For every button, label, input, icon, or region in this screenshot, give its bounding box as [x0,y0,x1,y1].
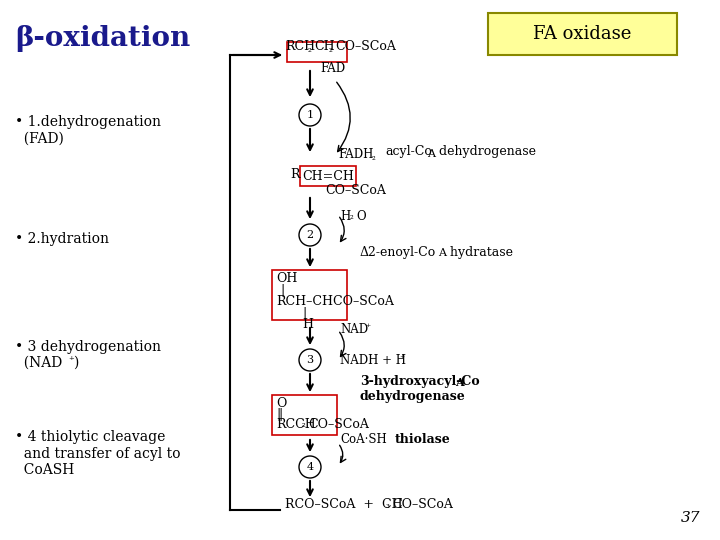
Text: (FAD): (FAD) [15,132,64,146]
Text: CO–SCoA: CO–SCoA [335,40,396,53]
Text: A: A [438,248,446,258]
Text: O: O [276,397,287,410]
Text: A: A [427,149,435,159]
Text: CH: CH [314,40,335,53]
Text: RCO–SCoA  +  CH: RCO–SCoA + CH [285,497,402,510]
Text: Δ2-enoyl-Co: Δ2-enoyl-Co [360,246,436,259]
Text: NADH + H: NADH + H [340,354,406,367]
Text: 3-hydroxyacyl-Co: 3-hydroxyacyl-Co [360,375,480,388]
Text: O: O [356,210,366,223]
Text: CO–SCoA: CO–SCoA [308,418,369,431]
Text: • 1.dehydrogenation: • 1.dehydrogenation [15,115,161,129]
Text: 37: 37 [680,511,700,525]
Text: RCCH: RCCH [276,418,316,431]
Text: and transfer of acyl to: and transfer of acyl to [15,447,181,461]
Text: CO–SCoA: CO–SCoA [392,497,453,510]
Text: FAD: FAD [320,62,345,75]
Text: • 3 dehydrogenation: • 3 dehydrogenation [15,340,161,354]
Text: ⁺: ⁺ [399,354,404,362]
Text: • 2.hydration: • 2.hydration [15,232,109,246]
Text: RCH–CHCO–SCoA: RCH–CHCO–SCoA [276,295,394,308]
Text: OH: OH [276,272,297,285]
Text: NAD: NAD [340,323,368,336]
Bar [287,42,347,62]
Text: |: | [302,307,306,320]
Text: ‖: ‖ [276,408,282,421]
Text: H: H [340,210,350,223]
Text: 3: 3 [307,355,314,365]
Text: ⁺: ⁺ [365,323,370,332]
Text: FA oxidase: FA oxidase [533,25,631,43]
Circle shape [299,224,321,246]
Text: ₂: ₂ [308,44,312,53]
Text: 1: 1 [307,110,314,120]
Text: dehydrogenase: dehydrogenase [435,145,536,159]
Text: 2: 2 [307,230,314,240]
Text: ): ) [73,356,78,370]
Text: (NAD: (NAD [15,356,62,370]
Text: A: A [455,377,464,388]
Text: 4: 4 [307,462,314,472]
Text: dehydrogenase: dehydrogenase [360,390,466,403]
Text: acyl-Co: acyl-Co [385,145,432,159]
Text: H: H [302,318,313,331]
Text: thiolase: thiolase [395,433,451,446]
Text: ₂: ₂ [329,44,333,53]
Bar [272,395,337,435]
Text: CH=CH: CH=CH [302,170,354,183]
Text: CoASH: CoASH [15,463,74,477]
Text: ₃: ₃ [386,502,390,510]
FancyBboxPatch shape [488,13,677,55]
Text: β-oxidation: β-oxidation [15,25,190,52]
Circle shape [299,104,321,126]
Bar [272,270,347,320]
Circle shape [299,456,321,478]
Text: RCH: RCH [285,40,315,53]
Text: |: | [280,284,284,297]
Text: ₂: ₂ [350,212,354,221]
Text: CoA·SH: CoA·SH [340,433,387,446]
Text: CO–SCoA: CO–SCoA [325,184,386,197]
Text: ⁺: ⁺ [68,356,73,366]
Text: ₂: ₂ [302,420,306,429]
Text: • 4 thiolytic cleavage: • 4 thiolytic cleavage [15,430,166,444]
Text: hydratase: hydratase [446,246,513,259]
Text: R: R [290,168,300,181]
Text: ₂: ₂ [372,152,376,161]
Bar [300,166,356,186]
Text: FADH: FADH [338,148,374,161]
Circle shape [299,349,321,371]
